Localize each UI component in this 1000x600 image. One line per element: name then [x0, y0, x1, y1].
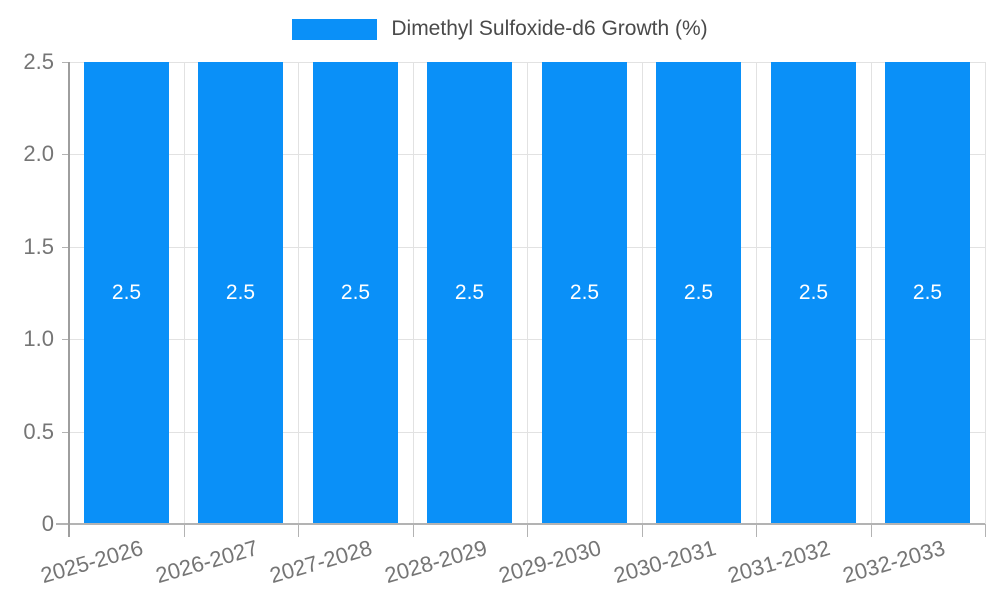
- x-gridline: [642, 62, 643, 524]
- bar-value-label: 2.5: [340, 281, 371, 304]
- y-tick-label: 2.5: [23, 49, 54, 74]
- y-tick-label: 0: [41, 511, 54, 536]
- bar[interactable]: 2.5: [542, 62, 627, 524]
- y-axis-tick: [62, 154, 69, 155]
- y-tick-label: 1.0: [23, 326, 54, 351]
- x-tick-label: 2029-2030: [495, 535, 604, 589]
- y-axis-tick: [62, 432, 69, 433]
- x-gridline: [298, 62, 299, 524]
- bar-value-label: 2.5: [454, 281, 485, 304]
- chart-legend[interactable]: Dimethyl Sulfoxide-d6 Growth (%): [0, 14, 1000, 44]
- x-gridline: [527, 62, 528, 524]
- x-axis-tick: [871, 524, 872, 537]
- x-tick-label: 2026-2027: [152, 535, 261, 589]
- bar[interactable]: 2.5: [656, 62, 741, 524]
- y-axis-tick: [62, 62, 69, 63]
- x-axis-line: [56, 523, 985, 525]
- x-axis-tick: [642, 524, 643, 537]
- x-axis-tick: [527, 524, 528, 537]
- bar[interactable]: 2.5: [313, 62, 398, 524]
- bar[interactable]: 2.5: [771, 62, 856, 524]
- legend-label: Dimethyl Sulfoxide-d6 Growth (%): [391, 17, 708, 40]
- x-gridline: [871, 62, 872, 524]
- x-tick-label: 2025-2026: [37, 535, 146, 589]
- x-axis-tick: [298, 524, 299, 537]
- x-tick-label: 2032-2033: [839, 535, 948, 589]
- x-gridline: [985, 62, 986, 524]
- bar[interactable]: 2.5: [427, 62, 512, 524]
- bar-value-label: 2.5: [225, 281, 256, 304]
- x-tick-label: 2030-2031: [610, 535, 719, 589]
- y-axis-tick: [62, 247, 69, 248]
- y-axis-tick: [62, 339, 69, 340]
- x-axis-tick: [413, 524, 414, 537]
- bar-value-label: 2.5: [569, 281, 600, 304]
- x-tick-label: 2027-2028: [266, 535, 375, 589]
- y-axis-line: [68, 62, 70, 537]
- y-tick-label: 0.5: [23, 419, 54, 444]
- y-tick-label: 1.5: [23, 234, 54, 259]
- x-axis-tick: [756, 524, 757, 537]
- x-tick-label: 2028-2029: [381, 535, 490, 589]
- bar-value-label: 2.5: [683, 281, 714, 304]
- x-gridline: [413, 62, 414, 524]
- bar[interactable]: 2.5: [885, 62, 970, 524]
- x-gridline: [184, 62, 185, 524]
- bar-value-label: 2.5: [111, 281, 142, 304]
- x-axis-tick: [184, 524, 185, 537]
- bar[interactable]: 2.5: [198, 62, 283, 524]
- x-axis-tick: [985, 524, 986, 537]
- y-tick-label: 2.0: [23, 141, 54, 166]
- x-gridline: [756, 62, 757, 524]
- x-tick-label: 2031-2032: [724, 535, 833, 589]
- bar-value-label: 2.5: [798, 281, 829, 304]
- bar[interactable]: 2.5: [84, 62, 169, 524]
- legend-swatch-icon: [292, 18, 378, 40]
- bar-value-label: 2.5: [912, 281, 943, 304]
